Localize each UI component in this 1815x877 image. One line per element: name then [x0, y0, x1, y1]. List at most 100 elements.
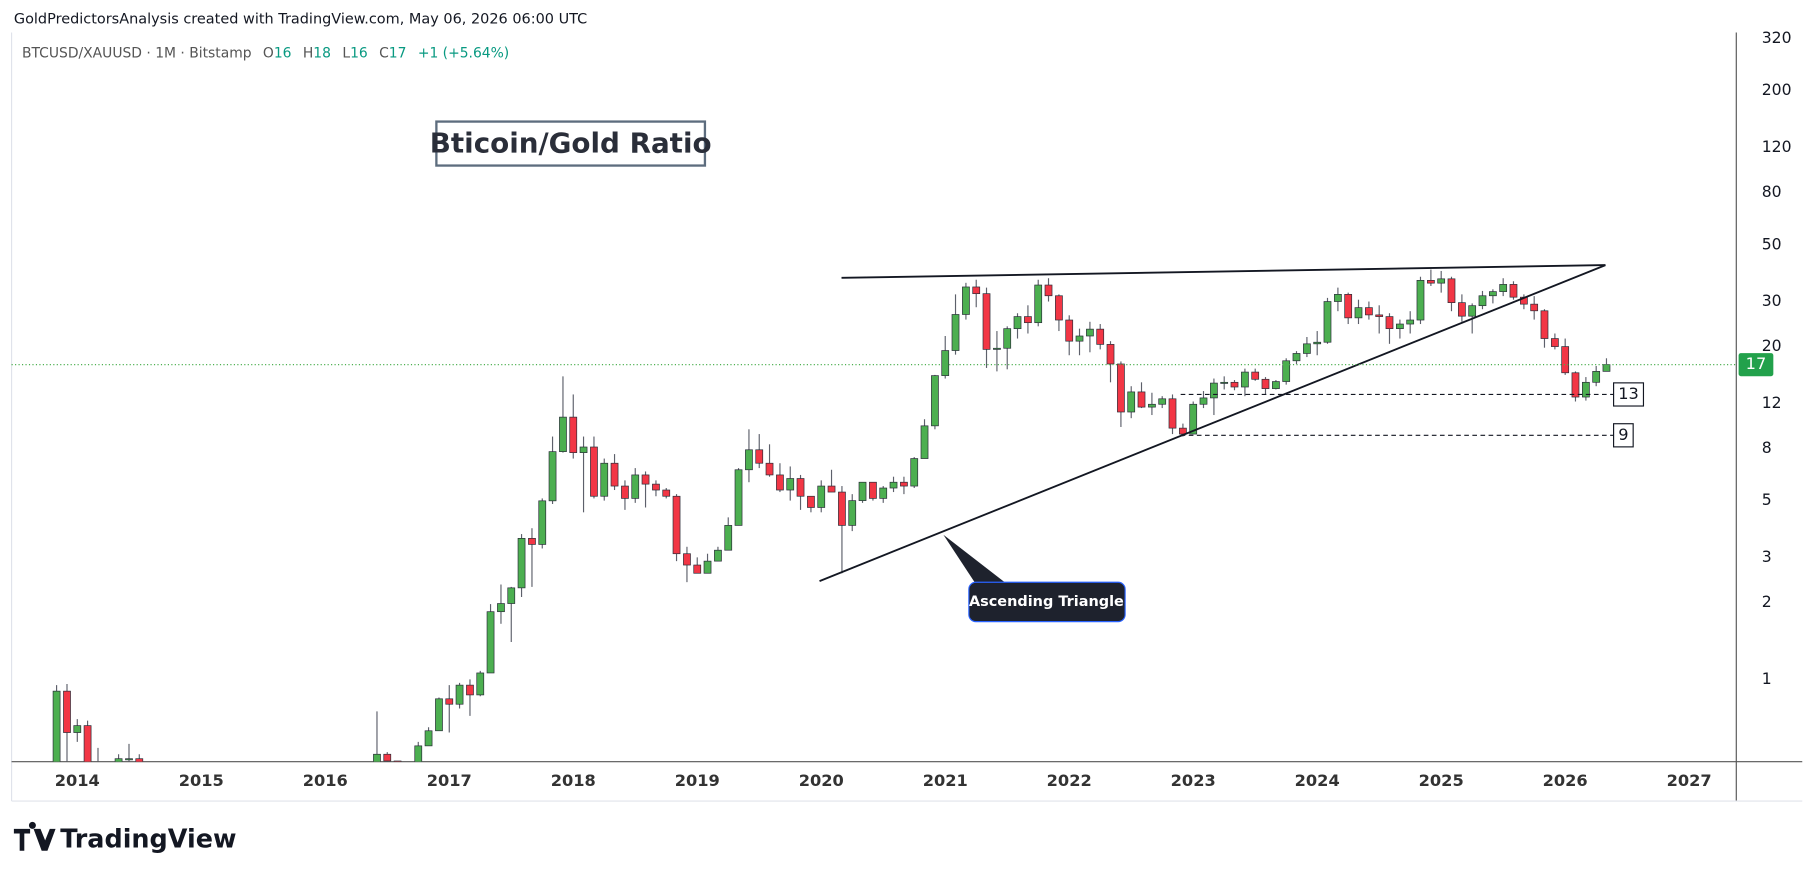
candle-body — [135, 758, 144, 762]
x-tick-label: 2024 — [1295, 771, 1340, 790]
candle-body — [600, 462, 609, 497]
candle-body — [765, 462, 774, 476]
candle-body — [1199, 397, 1208, 405]
candle-body — [73, 725, 82, 733]
candle-body — [1313, 341, 1322, 345]
candle-body — [755, 449, 764, 464]
candle-body — [900, 481, 908, 487]
candle-body — [373, 753, 381, 762]
candle-body — [1241, 371, 1249, 388]
candle-body — [538, 500, 547, 545]
candle-body — [879, 487, 888, 499]
candle-body — [993, 347, 1001, 350]
footer: TradingView — [13, 821, 237, 854]
x-tick-label: 2016 — [303, 771, 348, 790]
candle-body — [1075, 335, 1084, 342]
candle-body — [734, 469, 743, 526]
candle-body — [1272, 381, 1280, 389]
candle-body — [776, 474, 784, 491]
x-tick-label: 2027 — [1667, 771, 1712, 790]
y-tick-label: 5 — [1762, 491, 1772, 509]
brand: TradingView — [60, 824, 236, 854]
level-box — [1613, 382, 1645, 407]
x-tick-label: 2022 — [1047, 771, 1092, 790]
candle-body — [239, 858, 246, 864]
candle-body — [1468, 305, 1477, 317]
candle-body — [1385, 316, 1394, 330]
candle-body — [105, 796, 112, 797]
candle-body — [745, 449, 753, 471]
candle-body — [1334, 294, 1342, 302]
candle-body — [1437, 278, 1446, 284]
x-tick-label: 2018 — [551, 771, 596, 790]
candle-body — [1148, 403, 1156, 408]
candle-body — [796, 478, 805, 497]
symbol: BTCUSD/XAUUSD · 1M · Bitstamp — [22, 45, 252, 61]
candle-body — [270, 829, 277, 858]
candle-body — [683, 553, 691, 566]
candle-body — [1106, 344, 1115, 365]
candle-body — [1251, 371, 1260, 380]
candle-body — [393, 760, 402, 762]
candle-body — [1561, 346, 1570, 374]
candle-body — [579, 446, 588, 453]
x-tick-label: 2017 — [427, 771, 472, 790]
candle-body — [1086, 328, 1094, 337]
candle-body — [962, 286, 970, 315]
candle-body — [817, 485, 826, 508]
ohlc-label: H — [303, 45, 313, 61]
candle-body — [889, 481, 898, 489]
y-tick-label: 3 — [1762, 548, 1772, 566]
candle-body — [827, 485, 836, 493]
y-tick-label: 8 — [1762, 439, 1772, 457]
candle-body — [569, 416, 578, 453]
candle-body — [1592, 371, 1601, 383]
candle-body — [363, 773, 370, 796]
candle-body — [590, 446, 598, 497]
trendline-lower — [819, 264, 1606, 582]
candle-body — [156, 790, 163, 806]
candle-body — [1117, 363, 1125, 413]
candle-body — [838, 491, 846, 526]
candle-body — [1127, 391, 1136, 413]
y-tick-label: 30 — [1762, 292, 1782, 310]
candle-body — [125, 758, 133, 761]
ohlc-value: 16 — [350, 45, 368, 61]
candle-body — [435, 698, 443, 732]
candle-body — [332, 796, 339, 803]
logo — [13, 821, 56, 851]
candle-body — [1509, 284, 1518, 298]
candle-body — [1210, 382, 1218, 399]
annotation: Ascending Triangle — [969, 594, 1124, 610]
candle-body — [931, 375, 939, 427]
candle-body — [548, 451, 557, 502]
level-box — [1613, 423, 1634, 448]
y-tick-label: 2 — [1762, 593, 1772, 611]
candle-body — [662, 489, 671, 497]
candle-body — [1458, 302, 1466, 317]
candle-body — [476, 672, 485, 696]
candle-body — [631, 474, 640, 499]
candle-body — [507, 587, 516, 604]
candle-body — [693, 564, 702, 574]
candle-body — [786, 478, 795, 491]
candle-body — [982, 293, 991, 350]
title: Bticoin/Gold Ratio — [430, 127, 712, 160]
candle-body — [920, 425, 929, 459]
candle-body — [1499, 284, 1508, 292]
candle-body — [724, 525, 733, 551]
candle-body — [672, 495, 681, 555]
last-price-label: 17 — [1746, 354, 1767, 373]
candle-body — [1292, 353, 1301, 362]
candle-body — [652, 483, 660, 491]
candle-body — [383, 753, 392, 762]
y-tick-label: 1 — [1762, 670, 1772, 688]
legend: BTCUSD/XAUUSD · 1M · Bitstamp O16 H18 L1… — [22, 45, 509, 61]
trendline-upper — [841, 264, 1606, 279]
candle-body — [1602, 364, 1611, 372]
candle-body — [528, 538, 536, 545]
candle-body — [517, 538, 526, 589]
candle-body — [1551, 338, 1559, 347]
candle-body — [1158, 398, 1167, 405]
